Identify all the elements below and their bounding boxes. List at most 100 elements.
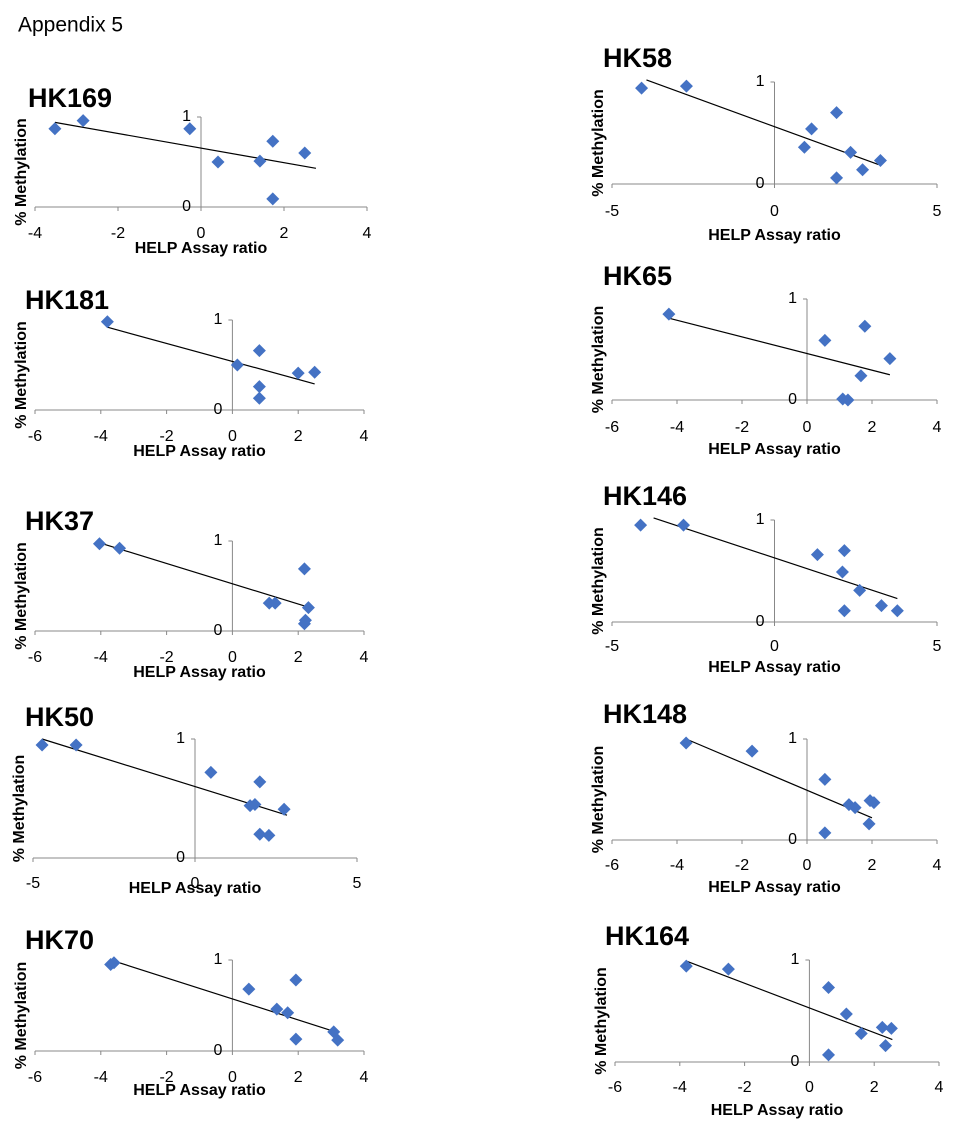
x-tick-label: 2 [280, 225, 289, 242]
y-tick-label: 0 [176, 849, 185, 866]
x-tick-label: 4 [933, 419, 942, 436]
data-point [830, 106, 844, 120]
data-point [270, 1002, 284, 1016]
x-tick-label: -6 [28, 428, 42, 445]
data-point [818, 772, 832, 786]
x-axis-label: HELP Assay ratio [708, 659, 841, 676]
x-tick-label: 4 [360, 1069, 369, 1086]
y-tick-label: 0 [756, 613, 765, 630]
x-tick-label: 4 [933, 857, 942, 874]
x-axis-label: HELP Assay ratio [133, 443, 266, 460]
data-point [253, 827, 267, 841]
x-tick-label: -6 [605, 857, 619, 874]
chart-title: HK50 [25, 702, 94, 732]
trend-line [653, 517, 898, 600]
data-point [721, 962, 735, 976]
data-point [204, 765, 218, 779]
data-point [856, 163, 870, 177]
x-tick-label: 0 [191, 875, 200, 892]
data-point [252, 380, 266, 394]
data-point [862, 817, 876, 831]
data-point [679, 736, 693, 750]
data-point [266, 134, 280, 148]
x-tick-label: -2 [735, 857, 749, 874]
x-tick-label: 5 [933, 203, 942, 220]
chart-title: HK146 [603, 481, 687, 511]
chart-title: HK70 [25, 925, 94, 955]
y-tick-label: 1 [213, 532, 222, 549]
scatter-chart: HK148 -6 -4 -2 0 2 4 0 1 % Methylation HELP Assay … [590, 699, 941, 896]
x-tick-label: 2 [294, 1069, 303, 1086]
x-axis-label: HELP Assay ratio [135, 240, 268, 257]
x-tick-label: -2 [111, 225, 125, 242]
y-axis-label: % Methylation [590, 527, 607, 635]
x-tick-label: -6 [28, 649, 42, 666]
data-point [113, 541, 127, 555]
x-tick-label: -4 [670, 857, 684, 874]
data-point [679, 79, 693, 93]
y-axis-label: % Methylation [13, 542, 30, 650]
x-tick-label: 0 [228, 428, 237, 445]
chart-title: HK181 [25, 285, 109, 315]
y-tick-label: 1 [213, 951, 222, 968]
trend-line [110, 959, 336, 1033]
data-point [848, 801, 862, 815]
data-point [841, 393, 855, 407]
data-point [858, 319, 872, 333]
y-axis-label: % Methylation [13, 118, 30, 226]
page-heading: Appendix 5 [18, 14, 123, 37]
x-tick-label: 0 [803, 857, 812, 874]
scatter-chart: HK37 -6 -4 -2 0 2 4 0 1 % Methylation HELP Assay r… [13, 506, 368, 681]
data-point [289, 1032, 303, 1046]
x-tick-label: 0 [770, 203, 779, 220]
x-axis-label: HELP Assay ratio [708, 227, 841, 244]
x-tick-label: 0 [197, 225, 206, 242]
y-tick-label: 1 [756, 73, 765, 90]
data-point [252, 344, 266, 358]
data-point [884, 1021, 898, 1035]
data-point [875, 1020, 889, 1034]
x-tick-label: -4 [94, 649, 108, 666]
y-tick-label: 1 [788, 290, 797, 307]
x-axis-label: HELP Assay ratio [133, 664, 266, 681]
x-tick-label: 5 [353, 875, 362, 892]
trend-line [685, 738, 873, 819]
y-tick-label: 1 [213, 311, 222, 328]
data-point [873, 154, 887, 168]
y-tick-label: 0 [213, 401, 222, 418]
chart-title: HK37 [25, 506, 94, 536]
scatter-chart: HK58 -5 0 5 0 1 % Methylation HELP Assay ratio [590, 43, 941, 244]
data-point [797, 140, 811, 154]
data-point [297, 562, 311, 576]
data-point [822, 1048, 836, 1062]
x-tick-label: 0 [770, 638, 779, 655]
y-tick-label: 1 [182, 108, 191, 125]
data-point [289, 973, 303, 987]
x-tick-label: 4 [360, 649, 369, 666]
scatter-chart: HK169 -4 -2 0 2 4 0 1 % Methylation HELP Assay ra… [13, 83, 371, 257]
data-point [253, 154, 267, 168]
x-tick-label: -6 [608, 1079, 622, 1096]
data-point [266, 192, 280, 206]
x-tick-label: -2 [737, 1079, 751, 1096]
data-point [867, 796, 881, 810]
x-tick-label: -2 [159, 1069, 173, 1086]
data-point [301, 601, 315, 615]
chart-title: HK169 [28, 83, 112, 113]
x-tick-label: -4 [673, 1079, 687, 1096]
chart-title: HK58 [603, 43, 672, 73]
x-axis-label: HELP Assay ratio [711, 1102, 844, 1119]
trend-line [107, 326, 315, 385]
y-axis-label: % Methylation [590, 89, 607, 197]
data-point [100, 315, 114, 329]
data-point [745, 744, 759, 758]
data-point [890, 604, 904, 618]
data-point [183, 122, 197, 136]
x-tick-label: 4 [360, 428, 369, 445]
data-point [679, 959, 693, 973]
data-point [805, 122, 819, 136]
data-point [92, 537, 106, 551]
data-point [277, 802, 291, 816]
data-point [262, 828, 276, 842]
